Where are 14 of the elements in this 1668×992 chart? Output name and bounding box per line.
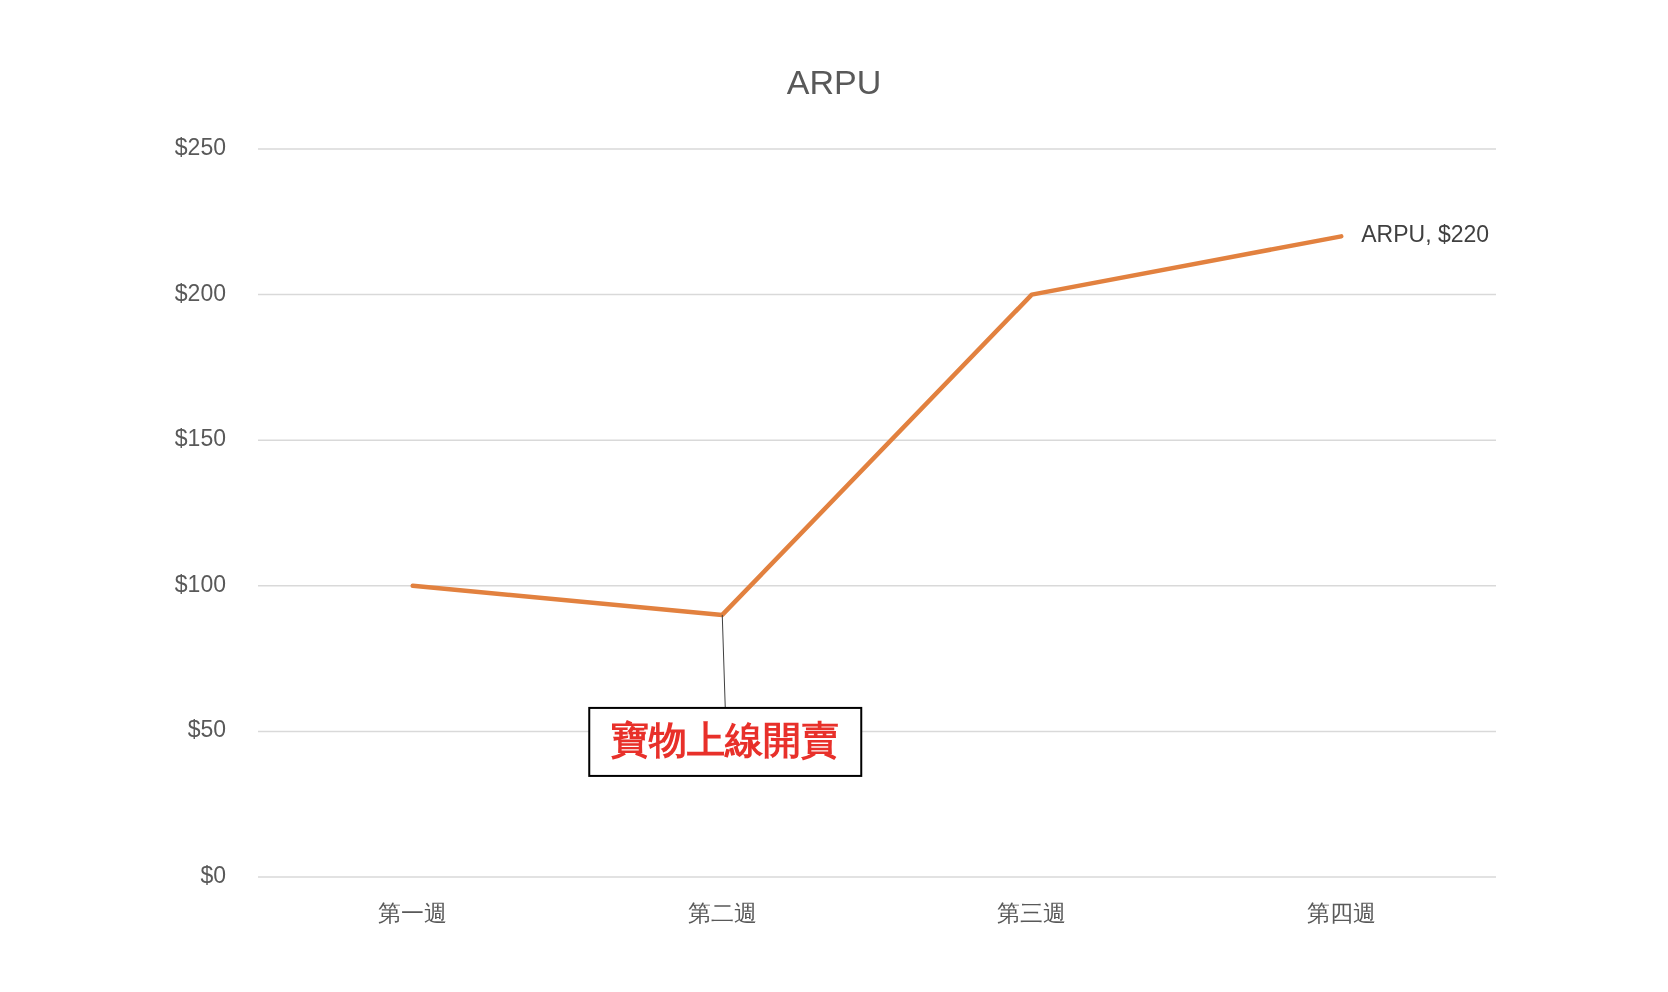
x-tick-label: 第四週 — [1306, 900, 1376, 927]
x-tick-label: 第三週 — [997, 900, 1067, 927]
x-tick-label: 第二週 — [687, 900, 757, 927]
y-tick-label: $150 — [174, 425, 226, 452]
line-series — [410, 234, 1344, 618]
y-tick-label: $200 — [174, 279, 226, 306]
y-tick-label: $250 — [174, 134, 226, 161]
y-tick-label: $50 — [187, 716, 226, 743]
y-tick-label: $0 — [200, 862, 226, 889]
annotation: 寶物上線開賣 — [611, 718, 840, 761]
data-label: ARPU, $220 — [1361, 221, 1490, 248]
x-tick-label: 第一週 — [378, 900, 448, 927]
chart-title: ARPU — [786, 62, 882, 101]
y-tick-label: $100 — [174, 570, 226, 597]
